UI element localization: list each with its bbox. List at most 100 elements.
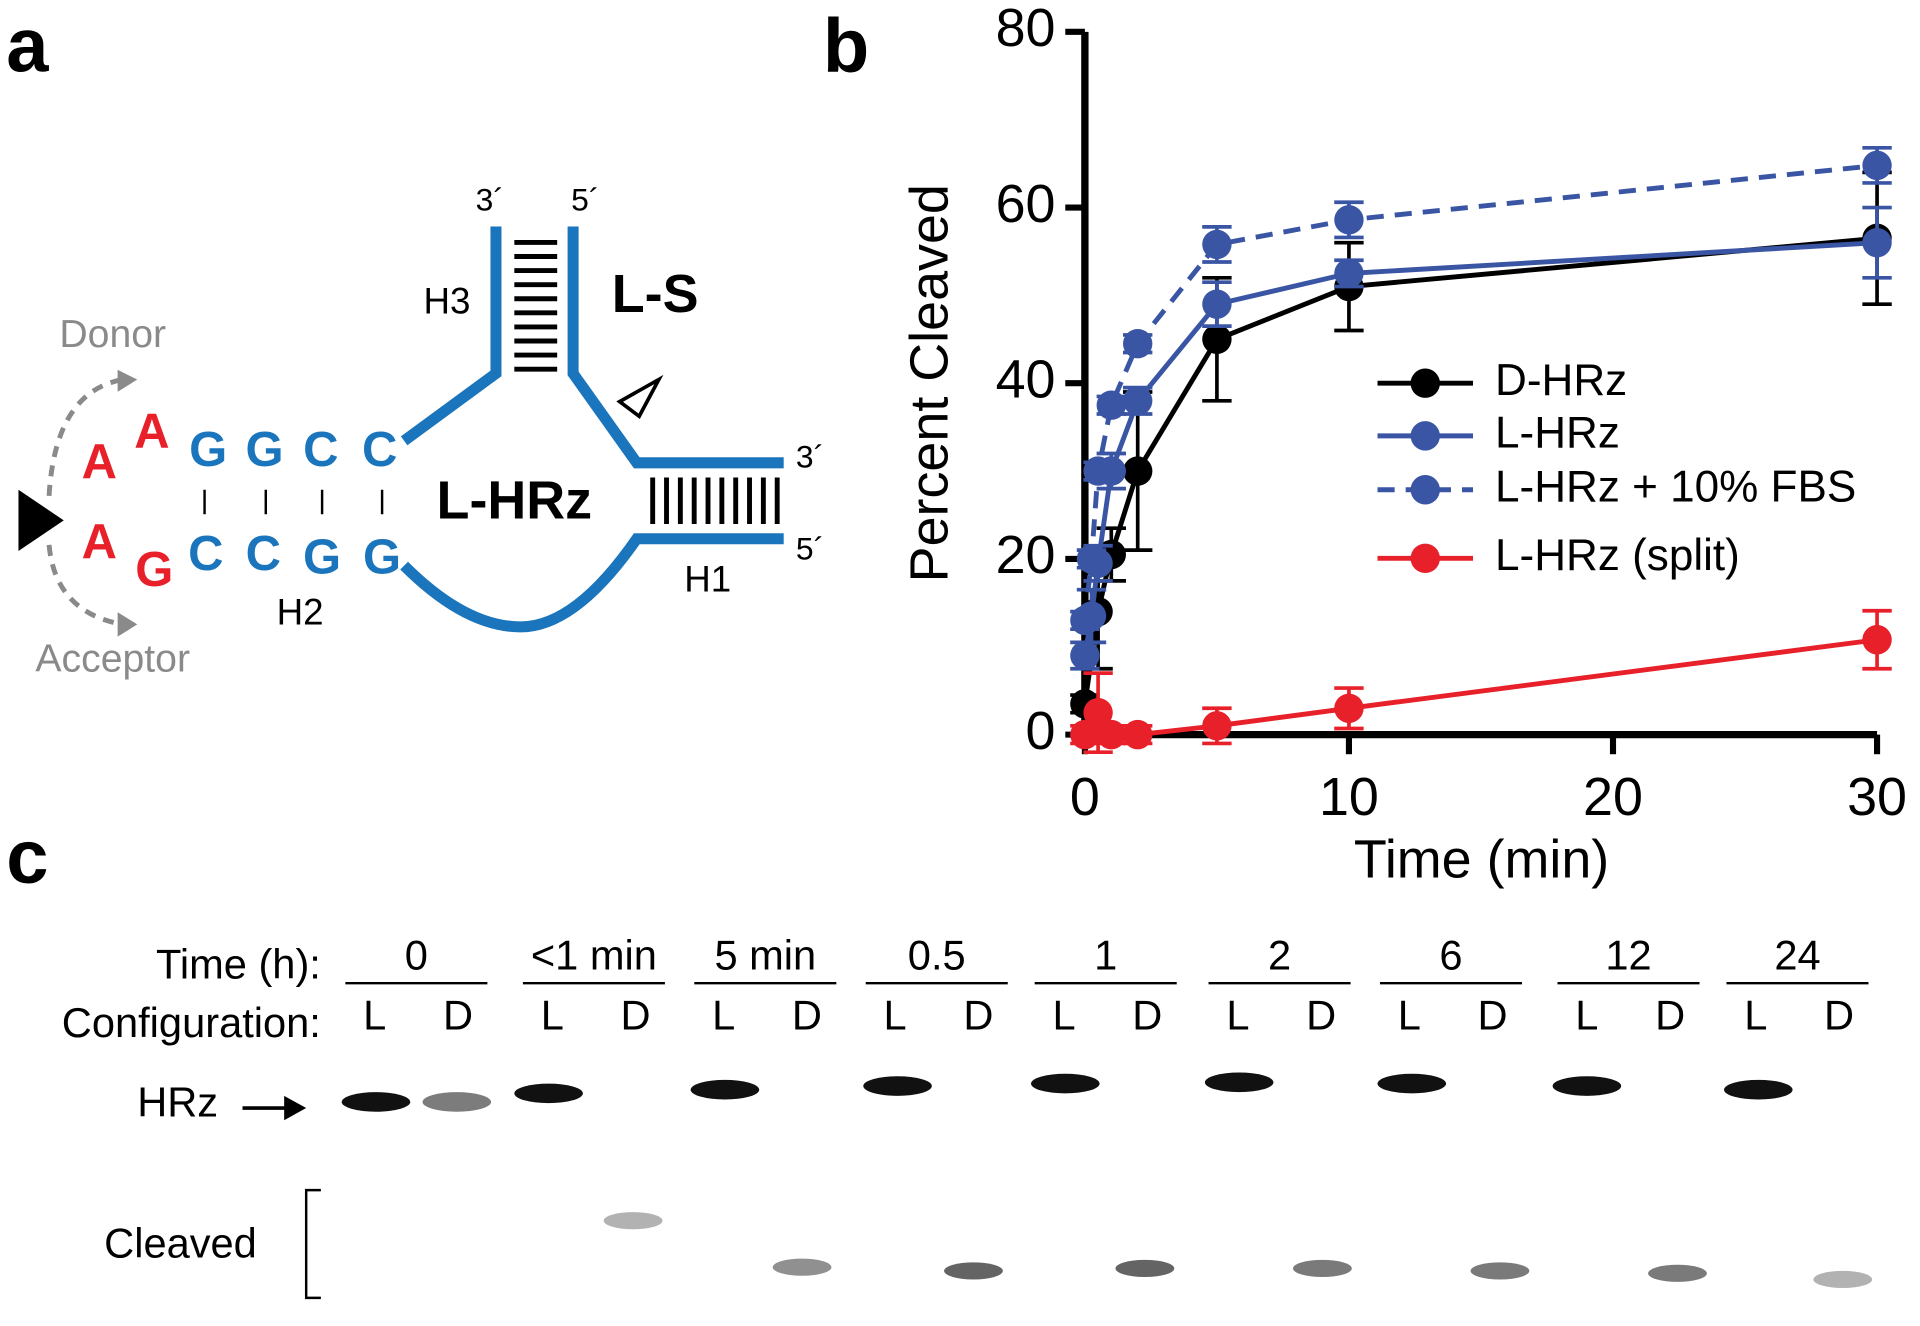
point <box>1202 711 1232 741</box>
base: G <box>135 543 173 597</box>
lane-label: L <box>1398 992 1421 1039</box>
x-tick-label: 20 <box>1583 767 1643 827</box>
base: G <box>363 531 401 585</box>
time-heading: Time (h): <box>156 940 321 987</box>
lane-label: L <box>712 992 735 1039</box>
time-label: 1 <box>1094 932 1117 979</box>
base: C <box>362 423 397 477</box>
lane-label: D <box>1306 992 1336 1039</box>
point <box>1083 697 1113 728</box>
lane-label: D <box>963 992 993 1039</box>
point <box>1070 605 1100 636</box>
time-label: 0 <box>405 932 428 979</box>
acceptor-label: Acceptor <box>35 638 190 681</box>
legend-marker <box>1410 475 1440 505</box>
lane-label: D <box>621 992 651 1039</box>
lane-label: L <box>1226 992 1249 1039</box>
point <box>1334 205 1364 235</box>
lane-label: L <box>1575 992 1598 1039</box>
point <box>1096 719 1126 750</box>
point <box>1123 329 1153 359</box>
gel-band <box>514 1083 583 1104</box>
ribozyme-label: L-HRz <box>437 471 593 531</box>
arrowhead <box>117 369 138 392</box>
strand-end: 3´ <box>796 439 824 475</box>
base: G <box>246 423 284 477</box>
strand-end: 5´ <box>796 530 824 566</box>
gel-band <box>422 1092 492 1112</box>
panel-label: c <box>6 815 48 900</box>
y-tick-label: 80 <box>996 0 1056 58</box>
strand <box>400 533 784 633</box>
point <box>1070 719 1100 750</box>
lane-label: L <box>1052 992 1075 1039</box>
x-tick-label: 10 <box>1319 767 1379 827</box>
legend-label: L-HRz <box>1495 409 1620 458</box>
gel-band <box>1204 1072 1274 1093</box>
arrowhead <box>117 612 138 637</box>
panel-label: a <box>6 3 49 88</box>
gel-band <box>1031 1073 1100 1094</box>
legend-marker <box>1410 543 1440 574</box>
arrow <box>46 377 123 497</box>
point <box>1334 693 1364 723</box>
point <box>1076 544 1107 574</box>
point <box>1862 150 1892 181</box>
strand <box>567 226 784 469</box>
point <box>1202 289 1232 319</box>
cleaved-label: Cleaved <box>104 1219 257 1266</box>
donor-label: Donor <box>59 313 166 356</box>
gel-band <box>772 1258 832 1276</box>
legend-label: D-HRz <box>1495 356 1627 405</box>
arrowhead <box>284 1095 307 1121</box>
base: G <box>189 423 227 477</box>
lane-label: L <box>363 992 386 1039</box>
gel-band <box>944 1262 1003 1280</box>
y-tick-label: 0 <box>1026 701 1056 761</box>
time-label: 2 <box>1268 932 1291 979</box>
lane-label: D <box>792 992 822 1039</box>
gel-band <box>1648 1264 1707 1282</box>
series <box>1070 145 1892 636</box>
point <box>1862 227 1892 258</box>
lane-label: L <box>1744 992 1767 1039</box>
base: A <box>134 405 169 459</box>
cleavage-site <box>616 374 664 420</box>
base: G <box>303 531 341 585</box>
point <box>1202 229 1232 260</box>
y-tick-label: 20 <box>996 525 1056 585</box>
legend-marker <box>1410 368 1440 398</box>
gel-band <box>690 1079 760 1100</box>
base: A <box>82 515 117 569</box>
x-axis-label: Time (min) <box>1354 829 1609 889</box>
base: C <box>246 527 281 581</box>
series <box>1070 608 1892 755</box>
point <box>1070 640 1100 671</box>
point <box>1096 390 1126 420</box>
y-axis-label: Percent Cleaved <box>899 184 959 582</box>
point <box>1334 258 1364 289</box>
gel-band <box>1115 1259 1175 1278</box>
x-tick-label: 30 <box>1847 767 1907 827</box>
time-label: 0.5 <box>908 932 966 979</box>
series <box>1070 170 1892 719</box>
gel-band <box>1293 1259 1352 1278</box>
gel-band <box>1552 1076 1622 1096</box>
strand-end: 3´ <box>476 181 504 217</box>
strand <box>400 226 502 446</box>
time-label: 6 <box>1439 932 1462 979</box>
config-heading: Configuration: <box>62 999 321 1046</box>
gel-band <box>863 1076 932 1096</box>
gel-band <box>1470 1262 1530 1280</box>
hrz-label: HRz <box>137 1079 218 1126</box>
helix-label: H1 <box>684 558 731 599</box>
bracket <box>304 1188 321 1300</box>
gel-band <box>1377 1073 1447 1094</box>
point <box>1123 719 1153 750</box>
point <box>1083 456 1113 486</box>
gel-band <box>1724 1079 1793 1100</box>
time-label: <1 min <box>531 932 657 979</box>
lane-label: L <box>884 992 907 1039</box>
substrate-label: L-S <box>612 264 699 324</box>
